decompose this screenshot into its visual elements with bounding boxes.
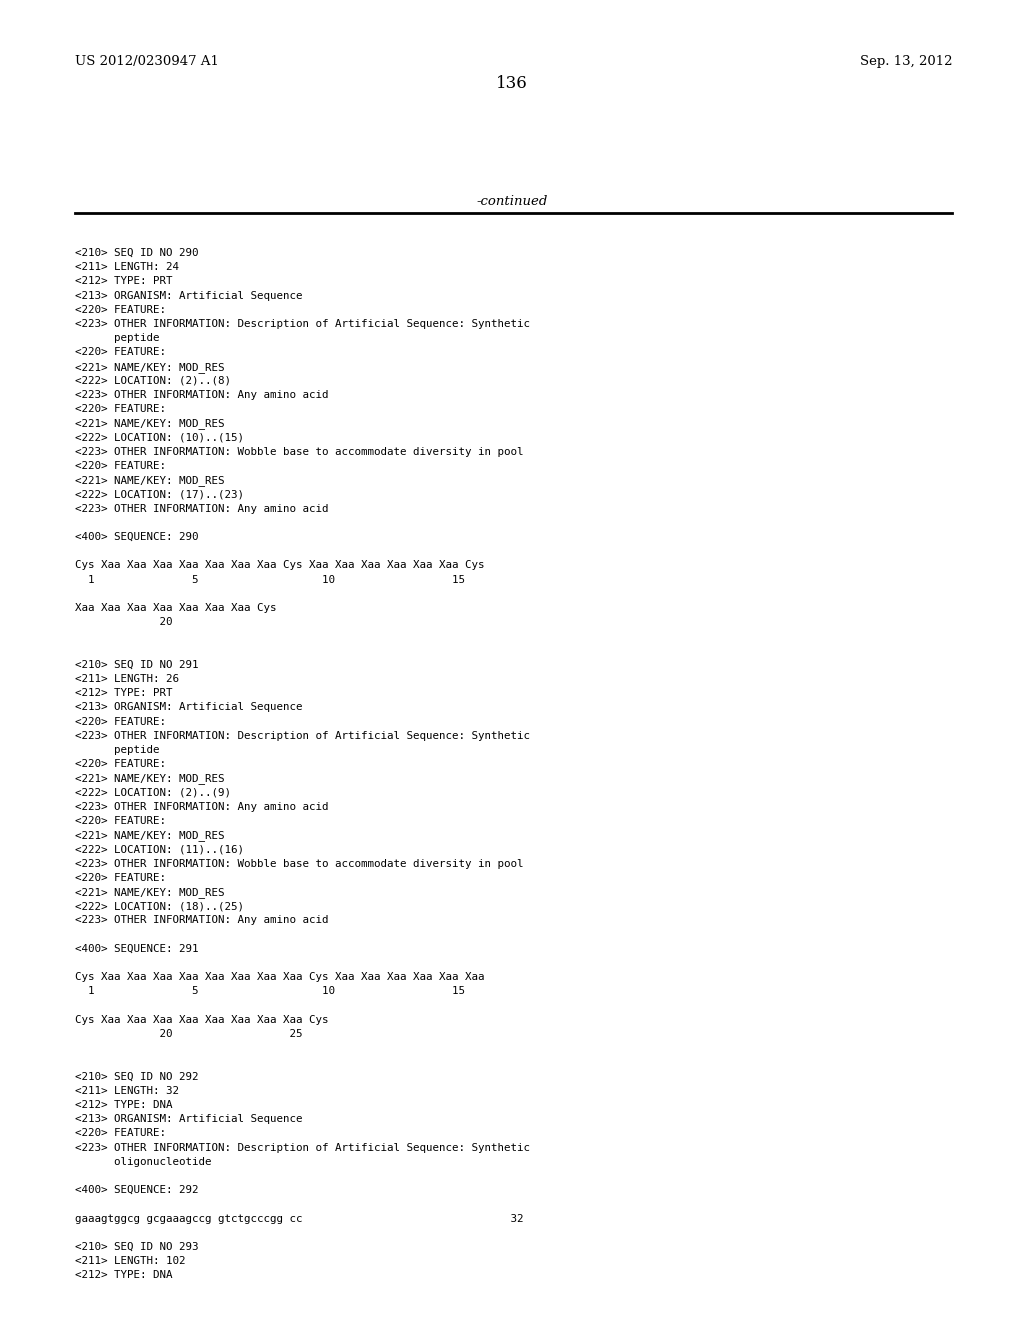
Text: <223> OTHER INFORMATION: Wobble base to accommodate diversity in pool: <223> OTHER INFORMATION: Wobble base to … (75, 858, 523, 869)
Text: <222> LOCATION: (2)..(9): <222> LOCATION: (2)..(9) (75, 788, 231, 797)
Text: <212> TYPE: PRT: <212> TYPE: PRT (75, 688, 172, 698)
Text: <211> LENGTH: 24: <211> LENGTH: 24 (75, 263, 179, 272)
Text: <223> OTHER INFORMATION: Description of Artificial Sequence: Synthetic: <223> OTHER INFORMATION: Description of … (75, 1143, 530, 1152)
Text: <222> LOCATION: (17)..(23): <222> LOCATION: (17)..(23) (75, 490, 244, 499)
Text: Cys Xaa Xaa Xaa Xaa Xaa Xaa Xaa Xaa Cys Xaa Xaa Xaa Xaa Xaa Xaa: Cys Xaa Xaa Xaa Xaa Xaa Xaa Xaa Xaa Cys … (75, 973, 484, 982)
Text: <223> OTHER INFORMATION: Description of Artificial Sequence: Synthetic: <223> OTHER INFORMATION: Description of … (75, 319, 530, 329)
Text: US 2012/0230947 A1: US 2012/0230947 A1 (75, 55, 219, 69)
Text: <220> FEATURE:: <220> FEATURE: (75, 1129, 166, 1138)
Text: <210> SEQ ID NO 293: <210> SEQ ID NO 293 (75, 1242, 199, 1251)
Text: <221> NAME/KEY: MOD_RES: <221> NAME/KEY: MOD_RES (75, 830, 224, 841)
Text: <400> SEQUENCE: 292: <400> SEQUENCE: 292 (75, 1185, 199, 1195)
Text: <222> LOCATION: (2)..(8): <222> LOCATION: (2)..(8) (75, 376, 231, 385)
Text: <221> NAME/KEY: MOD_RES: <221> NAME/KEY: MOD_RES (75, 362, 224, 372)
Text: <212> TYPE: DNA: <212> TYPE: DNA (75, 1100, 172, 1110)
Text: <213> ORGANISM: Artificial Sequence: <213> ORGANISM: Artificial Sequence (75, 702, 302, 713)
Text: <222> LOCATION: (10)..(15): <222> LOCATION: (10)..(15) (75, 433, 244, 442)
Text: <400> SEQUENCE: 290: <400> SEQUENCE: 290 (75, 532, 199, 543)
Text: peptide: peptide (75, 333, 160, 343)
Text: <223> OTHER INFORMATION: Description of Artificial Sequence: Synthetic: <223> OTHER INFORMATION: Description of … (75, 731, 530, 741)
Text: <223> OTHER INFORMATION: Any amino acid: <223> OTHER INFORMATION: Any amino acid (75, 504, 329, 513)
Text: <222> LOCATION: (18)..(25): <222> LOCATION: (18)..(25) (75, 902, 244, 911)
Text: <220> FEATURE:: <220> FEATURE: (75, 404, 166, 414)
Text: 20                  25: 20 25 (75, 1030, 302, 1039)
Text: Cys Xaa Xaa Xaa Xaa Xaa Xaa Xaa Xaa Cys: Cys Xaa Xaa Xaa Xaa Xaa Xaa Xaa Xaa Cys (75, 1015, 329, 1024)
Text: <222> LOCATION: (11)..(16): <222> LOCATION: (11)..(16) (75, 845, 244, 854)
Text: <221> NAME/KEY: MOD_RES: <221> NAME/KEY: MOD_RES (75, 475, 224, 486)
Text: <221> NAME/KEY: MOD_RES: <221> NAME/KEY: MOD_RES (75, 774, 224, 784)
Text: <220> FEATURE:: <220> FEATURE: (75, 461, 166, 471)
Text: <211> LENGTH: 26: <211> LENGTH: 26 (75, 675, 179, 684)
Text: <223> OTHER INFORMATION: Wobble base to accommodate diversity in pool: <223> OTHER INFORMATION: Wobble base to … (75, 446, 523, 457)
Text: <220> FEATURE:: <220> FEATURE: (75, 816, 166, 826)
Text: <220> FEATURE:: <220> FEATURE: (75, 347, 166, 358)
Text: <212> TYPE: DNA: <212> TYPE: DNA (75, 1270, 172, 1280)
Text: <223> OTHER INFORMATION: Any amino acid: <223> OTHER INFORMATION: Any amino acid (75, 389, 329, 400)
Text: <220> FEATURE:: <220> FEATURE: (75, 717, 166, 726)
Text: Cys Xaa Xaa Xaa Xaa Xaa Xaa Xaa Cys Xaa Xaa Xaa Xaa Xaa Xaa Cys: Cys Xaa Xaa Xaa Xaa Xaa Xaa Xaa Cys Xaa … (75, 561, 484, 570)
Text: <210> SEQ ID NO 291: <210> SEQ ID NO 291 (75, 660, 199, 669)
Text: <221> NAME/KEY: MOD_RES: <221> NAME/KEY: MOD_RES (75, 887, 224, 898)
Text: <213> ORGANISM: Artificial Sequence: <213> ORGANISM: Artificial Sequence (75, 290, 302, 301)
Text: <210> SEQ ID NO 290: <210> SEQ ID NO 290 (75, 248, 199, 257)
Text: gaaagtggcg gcgaaagccg gtctgcccgg cc                                32: gaaagtggcg gcgaaagccg gtctgcccgg cc 32 (75, 1213, 523, 1224)
Text: <220> FEATURE:: <220> FEATURE: (75, 305, 166, 314)
Text: <223> OTHER INFORMATION: Any amino acid: <223> OTHER INFORMATION: Any amino acid (75, 801, 329, 812)
Text: <212> TYPE: PRT: <212> TYPE: PRT (75, 276, 172, 286)
Text: <221> NAME/KEY: MOD_RES: <221> NAME/KEY: MOD_RES (75, 418, 224, 429)
Text: peptide: peptide (75, 744, 160, 755)
Text: <220> FEATURE:: <220> FEATURE: (75, 759, 166, 770)
Text: 136: 136 (496, 75, 528, 92)
Text: Xaa Xaa Xaa Xaa Xaa Xaa Xaa Cys: Xaa Xaa Xaa Xaa Xaa Xaa Xaa Cys (75, 603, 276, 612)
Text: <210> SEQ ID NO 292: <210> SEQ ID NO 292 (75, 1072, 199, 1081)
Text: 1               5                   10                  15: 1 5 10 15 (75, 574, 465, 585)
Text: oligonucleotide: oligonucleotide (75, 1156, 212, 1167)
Text: <400> SEQUENCE: 291: <400> SEQUENCE: 291 (75, 944, 199, 954)
Text: <220> FEATURE:: <220> FEATURE: (75, 873, 166, 883)
Text: 20: 20 (75, 618, 172, 627)
Text: Sep. 13, 2012: Sep. 13, 2012 (859, 55, 952, 69)
Text: <211> LENGTH: 102: <211> LENGTH: 102 (75, 1257, 185, 1266)
Text: <223> OTHER INFORMATION: Any amino acid: <223> OTHER INFORMATION: Any amino acid (75, 915, 329, 925)
Text: 1               5                   10                  15: 1 5 10 15 (75, 986, 465, 997)
Text: <211> LENGTH: 32: <211> LENGTH: 32 (75, 1086, 179, 1096)
Text: -continued: -continued (476, 195, 548, 209)
Text: <213> ORGANISM: Artificial Sequence: <213> ORGANISM: Artificial Sequence (75, 1114, 302, 1125)
